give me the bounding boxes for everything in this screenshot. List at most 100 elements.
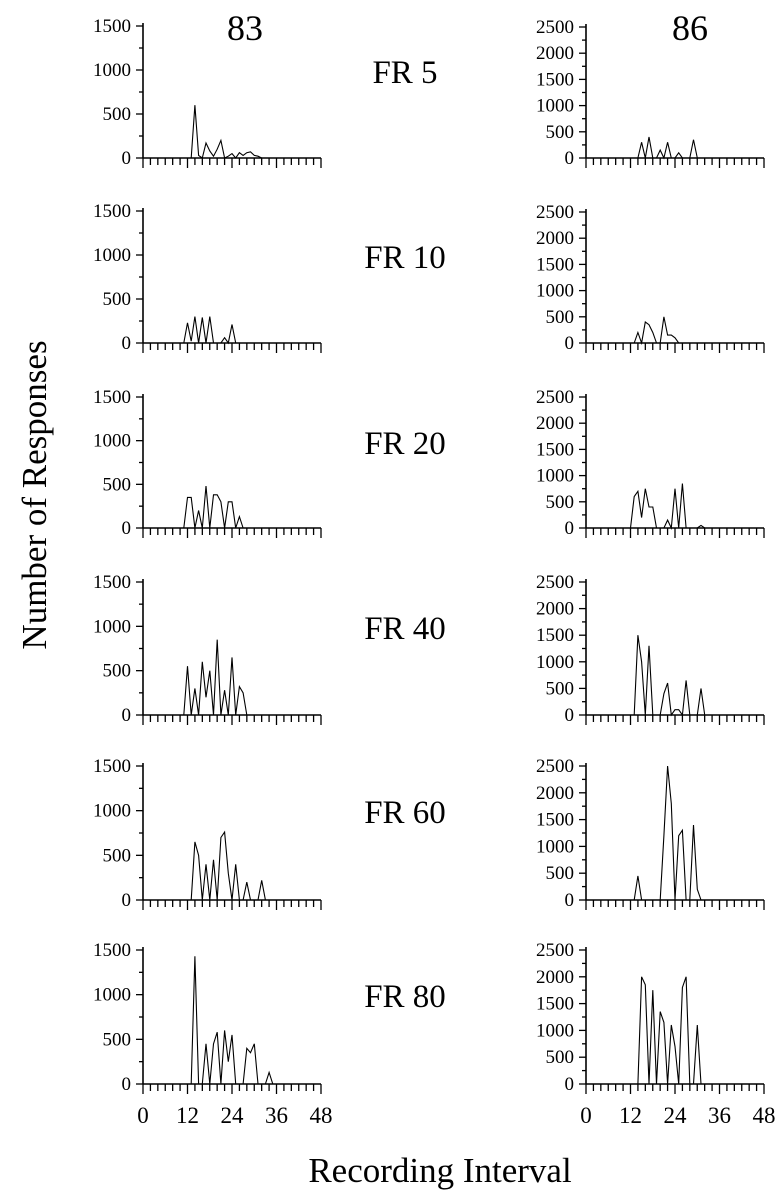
panel-86-fr10: 0 500 1000 1500 2000 2500 xyxy=(536,202,765,354)
x-tick-label: 0 xyxy=(580,1103,592,1128)
response-series-line xyxy=(143,639,321,716)
response-series-line xyxy=(143,105,321,159)
y-tick-label: 2000 xyxy=(536,413,574,434)
y-tick-label: 1000 xyxy=(93,985,131,1006)
x-tick-label: 24 xyxy=(664,1103,688,1128)
y-tick-label: 2000 xyxy=(536,43,574,64)
y-tick-label: 1500 xyxy=(93,940,131,961)
x-tick-label: 12 xyxy=(176,1103,199,1128)
panel-86-fr80: 0 500 1000 1500 2000 2500 0 12 24 36 48 xyxy=(536,940,776,1128)
y-tick-label: 1000 xyxy=(536,281,574,302)
x-tick-label: 48 xyxy=(753,1103,776,1128)
response-series-line xyxy=(143,830,321,901)
y-tick-label: 0 xyxy=(122,333,132,354)
y-tick-label: 1500 xyxy=(93,201,131,222)
y-tick-label: 500 xyxy=(103,1029,132,1050)
panel-83-fr10: 0 500 1000 1500 xyxy=(93,201,322,354)
response-series-line xyxy=(143,486,321,529)
y-tick-label: 2500 xyxy=(536,202,574,223)
y-tick-label: 1500 xyxy=(93,16,131,37)
y-tick-label: 1500 xyxy=(536,69,574,90)
y-tick-label: 0 xyxy=(122,148,132,169)
x-tick-label: 36 xyxy=(265,1103,288,1128)
y-tick-label: 500 xyxy=(546,678,575,699)
panels: 0 500 1000 1500 FR 5 0 500 1000 1500 2000 2500 0 500… xyxy=(93,16,776,1128)
y-tick-label: 0 xyxy=(122,890,132,911)
y-tick-label: 1000 xyxy=(93,801,131,822)
y-tick-label: 1000 xyxy=(93,616,131,637)
y-tick-label: 500 xyxy=(546,122,575,143)
y-tick-label: 1500 xyxy=(536,254,574,275)
response-series-line xyxy=(586,483,764,531)
condition-label: FR 80 xyxy=(364,979,446,1015)
y-tick-label: 2500 xyxy=(536,940,574,961)
response-series-line xyxy=(143,316,321,345)
y-tick-label: 2500 xyxy=(536,387,574,408)
y-tick-label: 500 xyxy=(546,307,575,328)
y-tick-label: 1000 xyxy=(536,836,574,857)
y-tick-label: 0 xyxy=(122,705,132,726)
y-tick-label: 1500 xyxy=(536,625,574,646)
condition-label: FR 60 xyxy=(364,795,446,831)
condition-label: FR 10 xyxy=(364,240,446,276)
y-tick-label: 1000 xyxy=(536,466,574,487)
panel-86-fr40: 0 500 1000 1500 2000 2500 xyxy=(536,572,765,726)
y-tick-label: 500 xyxy=(103,289,132,310)
y-tick-label: 0 xyxy=(565,890,575,911)
y-tick-label: 500 xyxy=(546,863,575,884)
condition-label: FR 5 xyxy=(372,55,437,91)
panel-86-fr60: 0 500 1000 1500 2000 2500 xyxy=(536,756,765,911)
panel-86-fr5: 0 500 1000 1500 2000 2500 xyxy=(536,17,765,169)
y-tick-label: 500 xyxy=(546,1047,575,1068)
y-tick-label: 2000 xyxy=(536,783,574,804)
y-tick-label: 500 xyxy=(103,104,132,125)
y-tick-label: 1000 xyxy=(536,1020,574,1041)
y-tick-label: 1500 xyxy=(93,756,131,777)
y-tick-label: 1000 xyxy=(93,245,131,266)
y-tick-label: 2000 xyxy=(536,967,574,988)
y-tick-label: 500 xyxy=(546,492,575,513)
y-tick-label: 2500 xyxy=(536,756,574,777)
response-series-line xyxy=(586,765,764,901)
y-tick-label: 0 xyxy=(122,1074,132,1095)
x-tick-label: 12 xyxy=(619,1103,642,1128)
y-tick-label: 2000 xyxy=(536,228,574,249)
response-series-line xyxy=(586,136,764,160)
y-tick-label: 1500 xyxy=(93,387,131,408)
response-series-line xyxy=(586,976,764,1085)
y-tick-label: 0 xyxy=(565,705,575,726)
response-series-line xyxy=(586,316,764,346)
x-tick-label: 0 xyxy=(137,1103,149,1128)
y-tick-label: 1000 xyxy=(536,96,574,117)
y-tick-label: 500 xyxy=(103,845,132,866)
subject-label-86: 86 xyxy=(672,8,708,48)
y-tick-label: 500 xyxy=(103,474,132,495)
response-series-line xyxy=(143,956,321,1085)
y-tick-label: 2000 xyxy=(536,599,574,620)
panel-83-fr60: 0 500 1000 1500 xyxy=(93,756,322,911)
y-tick-label: 0 xyxy=(565,333,575,354)
y-tick-label: 1500 xyxy=(536,439,574,460)
y-tick-label: 1500 xyxy=(93,572,131,593)
y-tick-label: 1500 xyxy=(536,994,574,1015)
y-tick-label: 500 xyxy=(103,661,132,682)
y-axis-title: Number of Responses xyxy=(15,340,54,649)
y-tick-label: 1000 xyxy=(536,652,574,673)
panel-83-fr80: 0 500 1000 1500 0 12 24 36 48 xyxy=(93,940,333,1128)
panel-83-fr40: 0 500 1000 1500 xyxy=(93,572,322,726)
x-tick-label: 24 xyxy=(221,1103,245,1128)
panel-83-fr5: 0 500 1000 1500 xyxy=(93,16,322,169)
y-tick-label: 0 xyxy=(122,518,132,539)
y-tick-label: 1000 xyxy=(93,60,131,81)
y-tick-label: 1500 xyxy=(536,810,574,831)
x-tick-label: 36 xyxy=(708,1103,731,1128)
y-tick-label: 1000 xyxy=(93,431,131,452)
y-tick-label: 0 xyxy=(565,518,575,539)
condition-label: FR 20 xyxy=(364,426,446,462)
y-tick-label: 2500 xyxy=(536,17,574,38)
y-tick-label: 2500 xyxy=(536,572,574,593)
y-tick-label: 0 xyxy=(565,148,575,169)
subject-label-83: 83 xyxy=(227,8,263,48)
x-tick-label: 48 xyxy=(310,1103,333,1128)
